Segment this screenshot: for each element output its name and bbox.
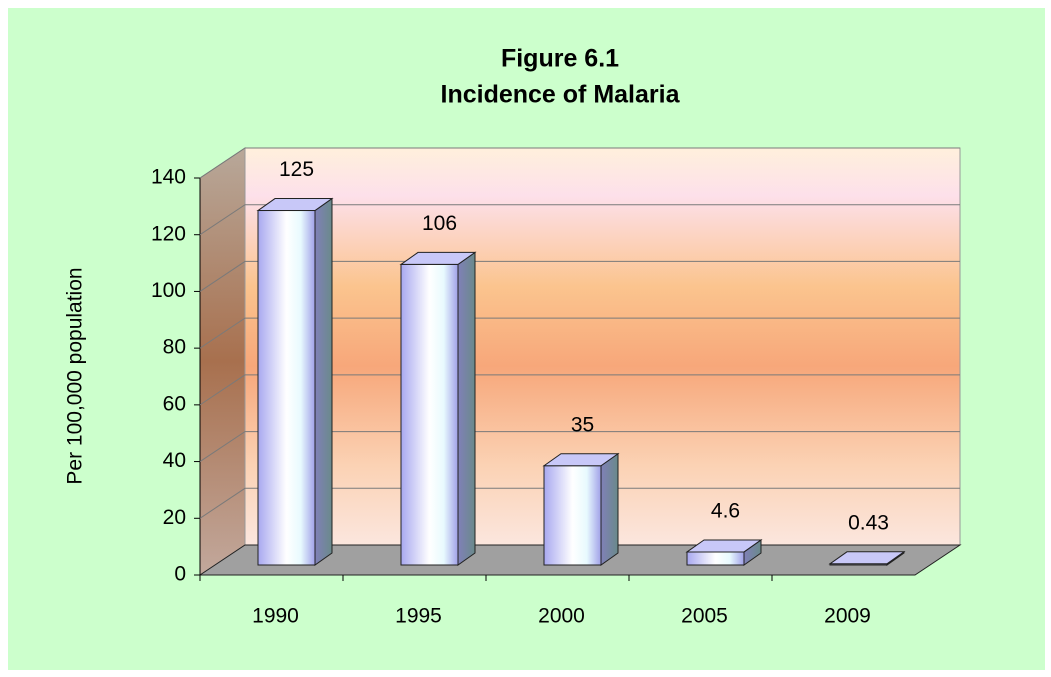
bar — [399, 251, 477, 566]
bar-side — [600, 452, 619, 566]
y-tick-label: 0 — [174, 563, 186, 586]
grid-segment — [199, 431, 960, 462]
x-tick-label: 1990 — [252, 605, 299, 628]
bar-top — [542, 453, 620, 467]
y-tick-label: 100 — [151, 279, 186, 302]
grid-line — [199, 487, 960, 519]
y-tick-label: 40 — [163, 449, 186, 472]
bar — [542, 452, 620, 566]
bar-top — [828, 551, 906, 565]
bar — [828, 550, 906, 566]
value-label: 0.43 — [848, 511, 889, 534]
bar-front — [686, 551, 745, 566]
x-tick-label: 2000 — [538, 605, 585, 628]
grid-line — [199, 260, 960, 292]
grid-line — [199, 147, 960, 179]
y-tick-label: 80 — [163, 336, 186, 359]
x-tick-label: 2009 — [824, 605, 871, 628]
side-wall — [199, 147, 246, 576]
value-label: 125 — [279, 158, 314, 181]
bar — [685, 538, 763, 566]
grid-segment — [199, 317, 960, 349]
y-tick-label: 140 — [151, 166, 186, 189]
grid-line — [199, 374, 960, 406]
bar-front — [400, 263, 459, 566]
value-label: 106 — [422, 212, 457, 235]
grid-segment — [199, 374, 960, 406]
x-tick-label: 1995 — [395, 605, 442, 628]
bar-top — [256, 198, 334, 212]
grid-segment — [199, 260, 960, 292]
y-axis-label: Per 100,000 population — [64, 267, 87, 484]
value-label: 35 — [571, 413, 594, 436]
bar-side — [457, 251, 476, 566]
bar-side — [314, 197, 333, 566]
bar-top — [685, 539, 763, 553]
y-tick-label: 60 — [163, 392, 186, 415]
grid-line — [199, 431, 960, 462]
grid-segment — [199, 487, 960, 519]
chart-subtitle: Incidence of Malaria — [441, 81, 681, 109]
grid-segment — [199, 147, 960, 179]
chart-title: Figure 6.1 — [501, 45, 619, 73]
x-tick-label: 2005 — [681, 605, 728, 628]
value-label: 4.6 — [711, 500, 740, 523]
grid-segment — [199, 204, 960, 236]
bar-front — [543, 465, 602, 566]
bar-top — [399, 251, 477, 265]
y-tick-label: 120 — [151, 222, 186, 245]
bar-front — [257, 210, 316, 566]
grid-line — [199, 317, 960, 349]
y-tick-label: 20 — [163, 506, 186, 529]
grid-line — [199, 204, 960, 236]
bar — [256, 197, 334, 566]
